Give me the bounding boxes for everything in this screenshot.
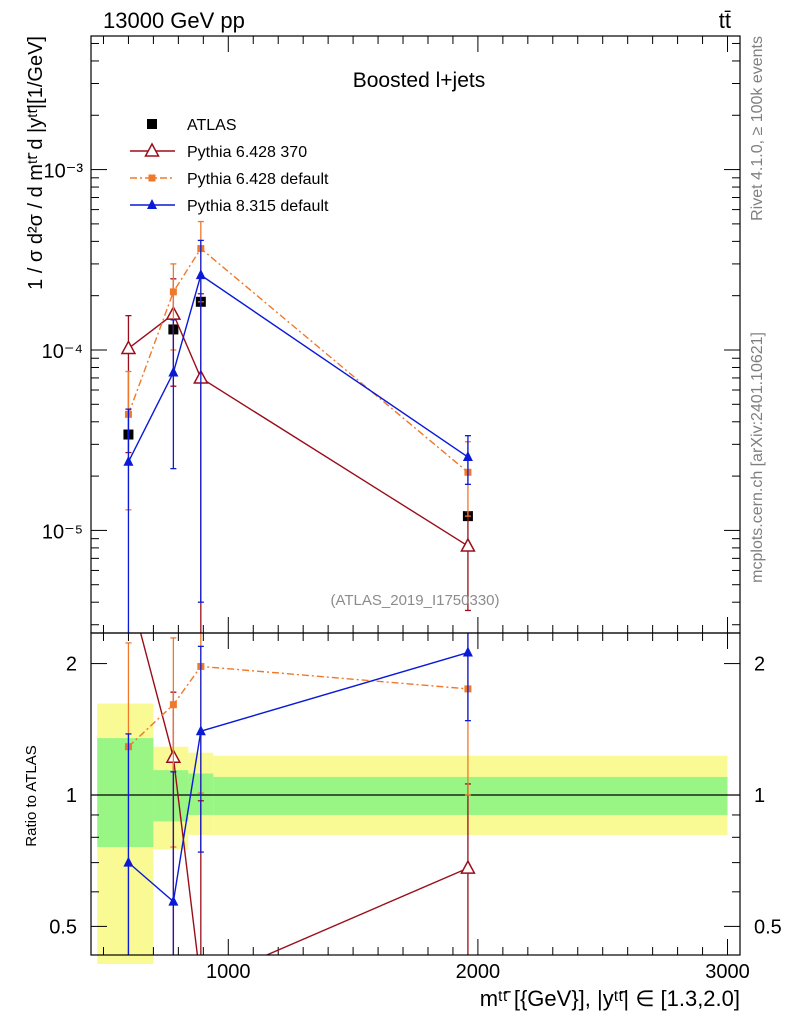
main-title: Boosted l+jets xyxy=(353,69,486,92)
data-point xyxy=(460,537,476,552)
series-line xyxy=(127,665,468,748)
legend-label: Pythia 6.428 370 xyxy=(187,144,307,161)
series-3 xyxy=(123,239,473,633)
xaxis-label: mᵗᵗ̄ [{GeV}], |yᵗᵗ̄| ∈ [1.3,2.0] xyxy=(480,986,740,1011)
legend-label: Pythia 8.315 default xyxy=(187,198,329,215)
y-tick-label: 10⁻⁵ xyxy=(42,521,83,543)
y-tick-label: 10⁻⁴ xyxy=(42,341,83,363)
data-point xyxy=(462,451,473,462)
energy-label: 13000 GeV pp xyxy=(103,8,245,33)
data-point xyxy=(168,366,179,377)
ratio-ylabel: Ratio to ATLAS xyxy=(23,745,40,846)
series-line xyxy=(139,633,469,955)
ratio-panel: 0.5 0.5 1 1 2 2 1000 2000 3000 Ratio to ATLAS mᵗ… xyxy=(23,632,782,1011)
y-tick-label: 0.5 xyxy=(49,916,77,938)
series-line xyxy=(127,273,469,463)
y-tick-label: 1 xyxy=(66,785,77,807)
ratio-frame xyxy=(90,632,741,956)
data-point xyxy=(169,288,177,296)
legend-marker xyxy=(144,142,160,157)
series-line xyxy=(127,651,469,903)
y-tick-label: 2 xyxy=(66,654,77,676)
legend-label: ATLAS xyxy=(187,117,237,134)
stat-uncertainty-band xyxy=(213,776,728,815)
x-tick-label: 2000 xyxy=(456,961,501,983)
data-point xyxy=(460,859,476,874)
data-point xyxy=(168,895,179,906)
legend-label: Pythia 6.428 default xyxy=(187,171,329,188)
stat-uncertainty-band xyxy=(97,738,154,848)
series-line xyxy=(128,313,469,547)
legend-marker xyxy=(147,119,157,129)
legend-item-0: ATLAS xyxy=(147,117,237,134)
mcplots-label: mcplots.cern.ch [arXiv:2401.10621] xyxy=(749,332,766,583)
y-tick-label: 2 xyxy=(754,654,765,676)
series-2 xyxy=(123,633,473,955)
data-point xyxy=(123,455,134,466)
series-line xyxy=(127,247,469,473)
rivet-label: Rivet 4.1.0, ≥ 100k events xyxy=(749,36,766,221)
main-panel: 10⁻⁵ 10⁻⁴ 10⁻³ Boosted l+jets (ATLAS_2019_… xyxy=(25,35,741,634)
y-tick-label: 0.5 xyxy=(754,916,782,938)
main-ylabel: 1 / σ d²σ / d mᵗᵗ̄ d |yᵗᵗ̄|[1/GeV] xyxy=(25,36,47,290)
series-0 xyxy=(123,296,473,522)
y-tick-label: 10⁻³ xyxy=(44,161,84,183)
data-point xyxy=(169,701,177,709)
legend-item-2: Pythia 6.428 default xyxy=(130,171,329,188)
legend-item-1: Pythia 6.428 370 xyxy=(130,142,307,161)
legend-marker xyxy=(147,199,157,209)
legend-item-3: Pythia 8.315 default xyxy=(130,198,329,215)
data-point xyxy=(195,269,206,280)
data-point xyxy=(120,339,137,355)
data-point xyxy=(195,725,206,736)
data-point xyxy=(462,646,473,657)
series-2 xyxy=(124,220,472,517)
analysis-watermark: (ATLAS_2019_I1750330) xyxy=(330,592,499,609)
x-tick-label: 1000 xyxy=(206,961,251,983)
stat-uncertainty-band xyxy=(153,770,189,822)
data-point xyxy=(123,856,134,867)
legend: ATLAS Pythia 6.428 370 Pythia 6.428 defaul… xyxy=(130,117,329,215)
legend-marker xyxy=(148,174,156,182)
x-tick-label: 3000 xyxy=(705,961,750,983)
process-label: tt̄ xyxy=(719,8,731,33)
y-tick-label: 1 xyxy=(754,785,765,807)
